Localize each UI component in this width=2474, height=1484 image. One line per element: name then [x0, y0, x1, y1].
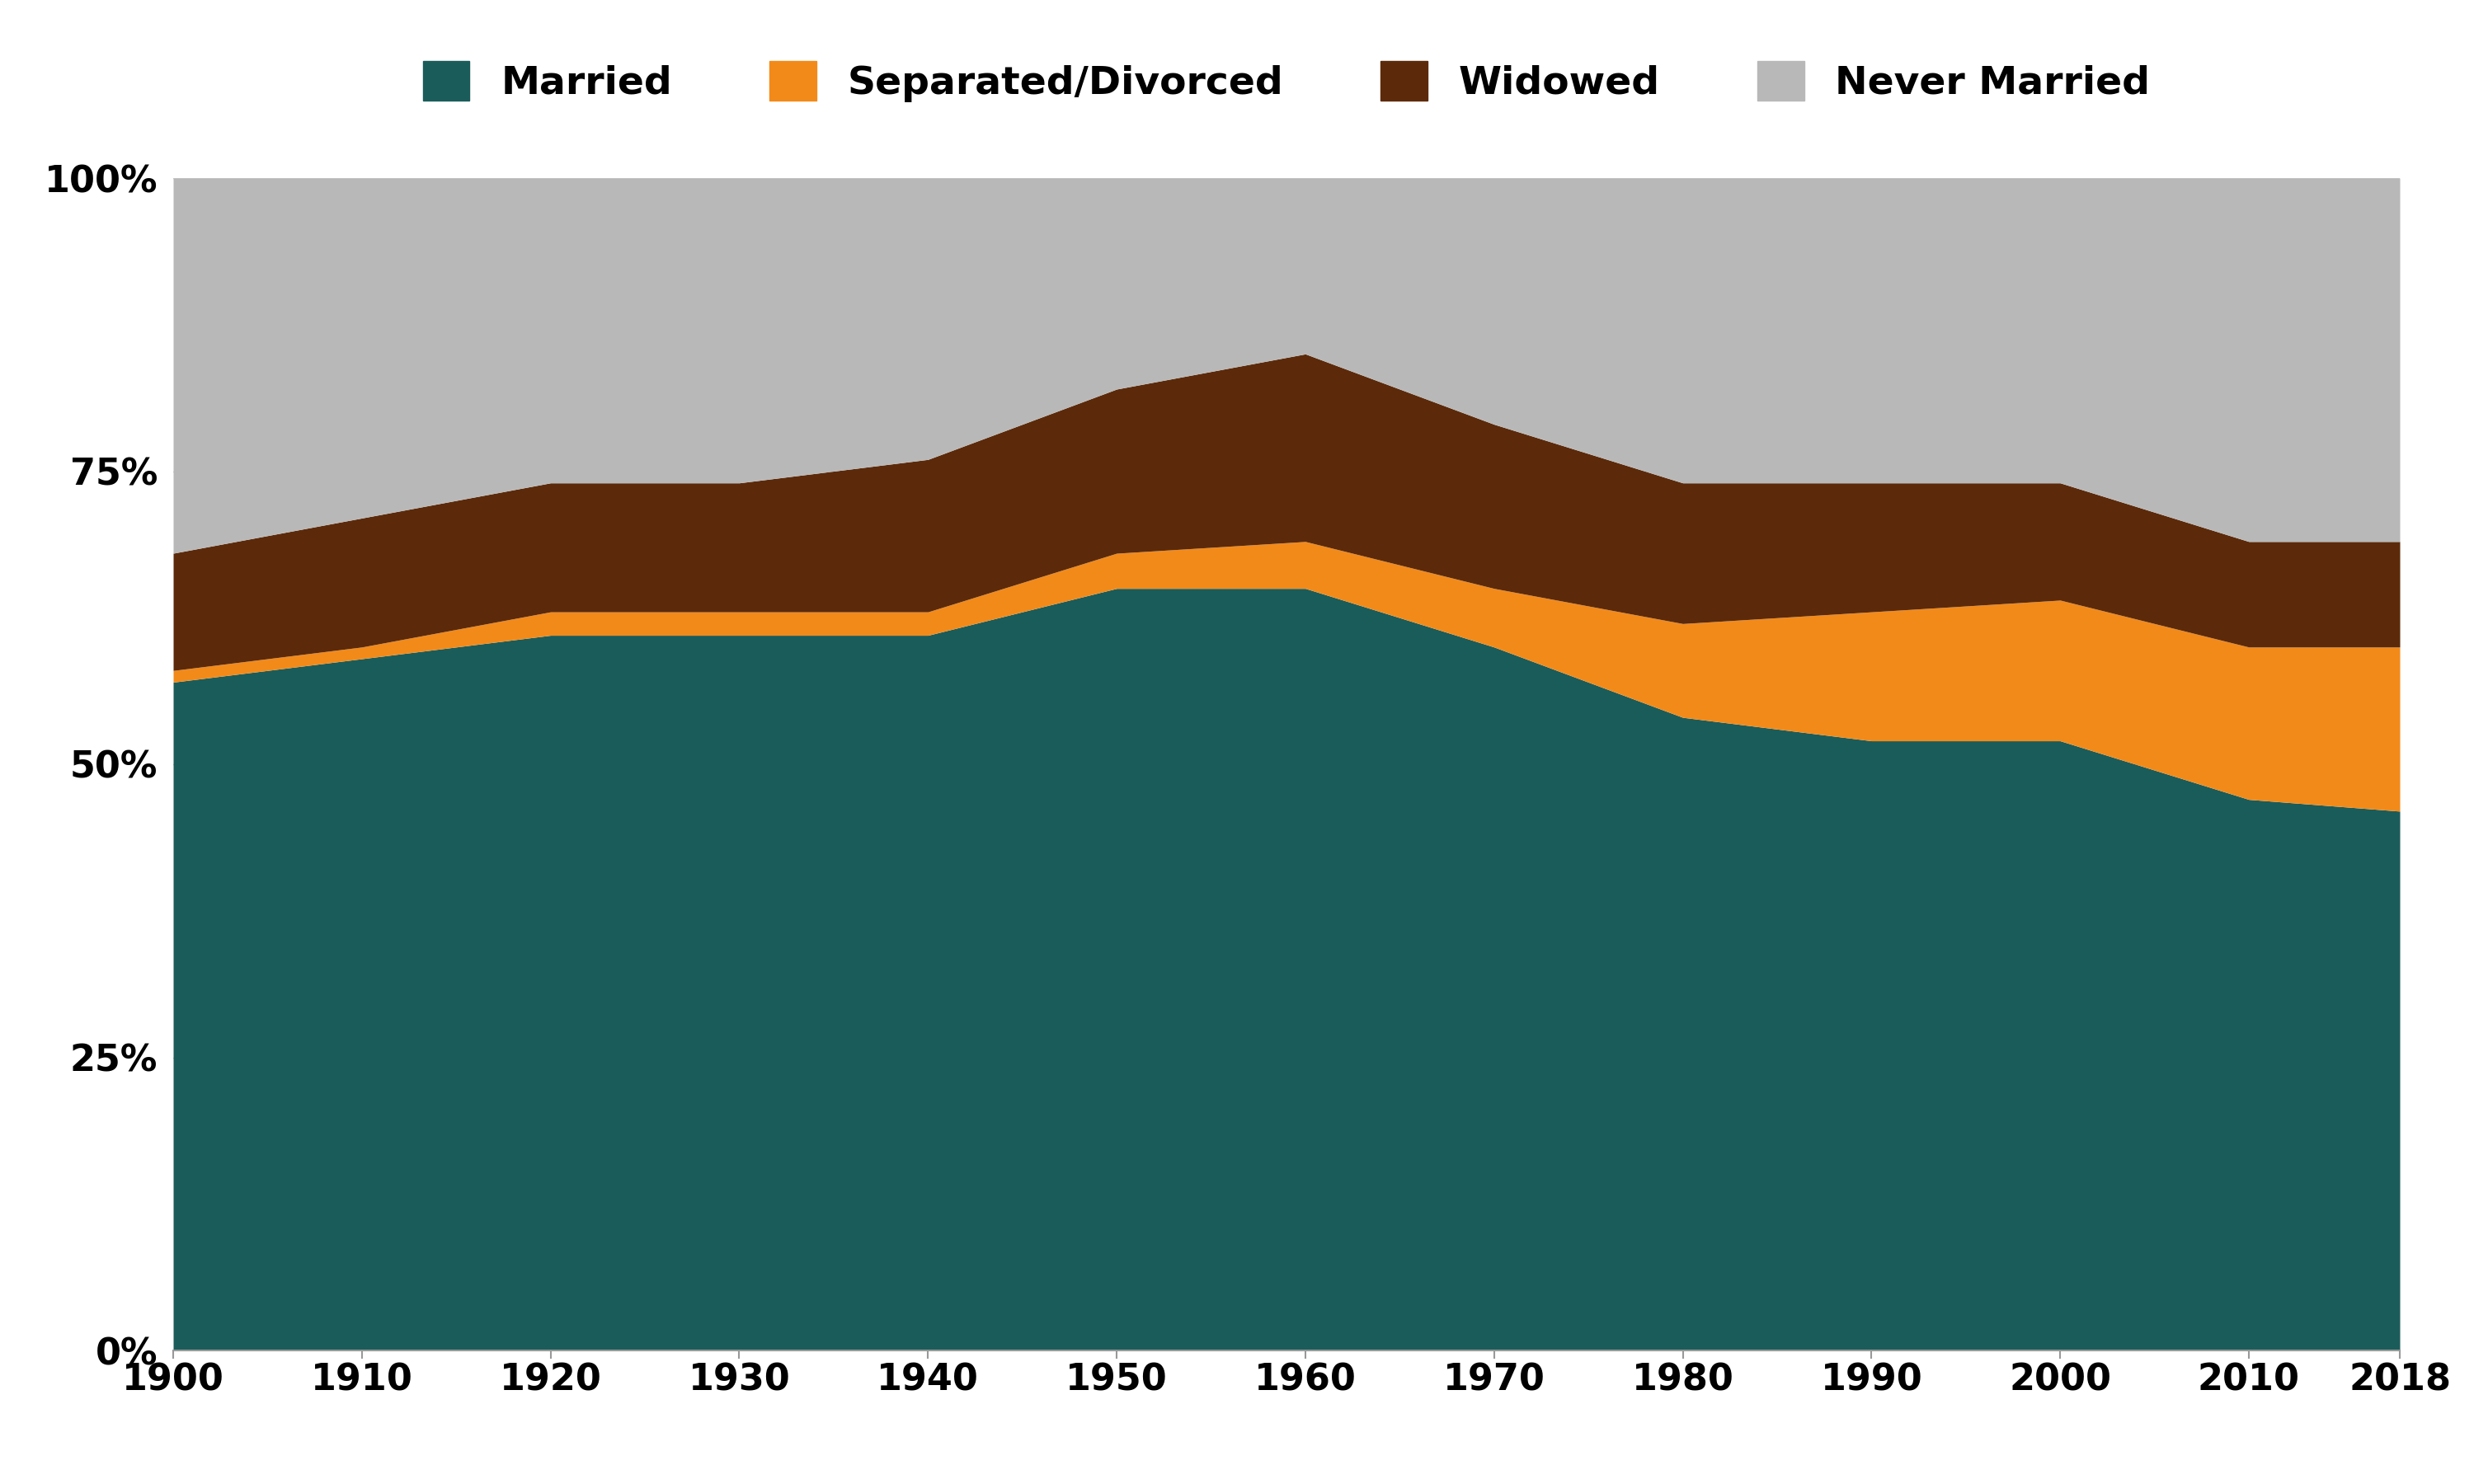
Legend: Married, Separated/Divorced, Widowed, Never Married: Married, Separated/Divorced, Widowed, Ne…: [408, 45, 2165, 117]
